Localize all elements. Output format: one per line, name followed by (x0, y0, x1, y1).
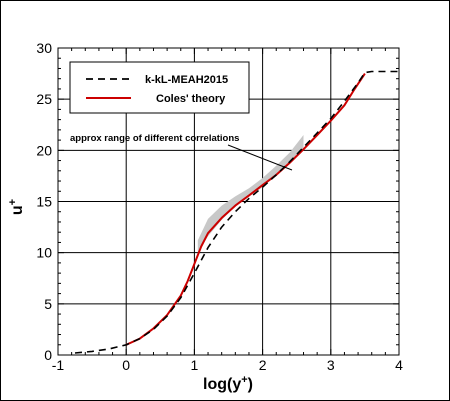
tick-marks (57, 47, 400, 356)
y-tick-label: 5 (44, 296, 52, 312)
y-axis-title-main: u (9, 205, 26, 215)
series-line-k-kl-meah2015 (74, 70, 399, 354)
x-axis-title: log(y+) (203, 374, 253, 393)
y-tick-label: 30 (36, 40, 52, 56)
y-axis-title-sup: + (7, 199, 19, 205)
series-line-coles-theory (125, 73, 366, 346)
x-tick-label: 3 (327, 357, 335, 373)
legend-box (69, 61, 250, 114)
x-axis-title-main: log(y (203, 376, 241, 393)
legend-label-coles: Coles' theory (156, 93, 226, 105)
x-tick-label: 0 (122, 357, 130, 373)
y-tick-label: 20 (36, 142, 52, 158)
y-axis-title: u+ (7, 199, 26, 215)
x-tick-label: 4 (395, 357, 403, 373)
y-tick-label: 10 (36, 245, 52, 261)
x-axis-title-sup: + (241, 374, 247, 386)
x-tick-label: 1 (191, 357, 199, 373)
y-tick-label: 0 (44, 347, 52, 363)
x-tick-label: -1 (52, 357, 65, 373)
annotation-text: approx range of different correlations (70, 133, 239, 144)
legend: k-kL-MEAH2015 Coles' theory (69, 61, 250, 114)
series-layer (74, 70, 399, 354)
x-axis-title-close: ) (248, 376, 253, 393)
y-tick-label: 25 (36, 91, 52, 107)
y-tick-label: 15 (36, 194, 52, 210)
x-tick-label: 2 (259, 357, 267, 373)
legend-label-k-kl: k-kL-MEAH2015 (145, 74, 228, 86)
annotation-pointer (227, 144, 293, 171)
